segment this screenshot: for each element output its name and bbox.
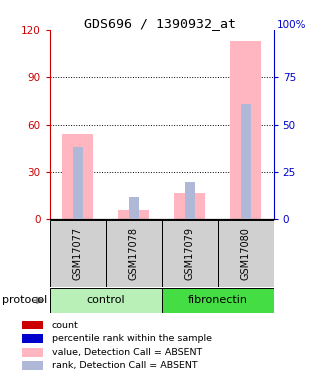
- Bar: [230, 41, 261, 219]
- Text: fibronectin: fibronectin: [188, 296, 248, 305]
- Bar: [162, 220, 218, 287]
- Text: GDS696 / 1390932_at: GDS696 / 1390932_at: [84, 17, 236, 30]
- Bar: [50, 288, 162, 313]
- Text: control: control: [86, 296, 125, 305]
- Bar: [174, 192, 205, 219]
- Text: GSM17077: GSM17077: [73, 227, 83, 280]
- Bar: [50, 220, 106, 287]
- Bar: [129, 196, 139, 219]
- Text: count: count: [52, 321, 78, 330]
- Text: GSM17079: GSM17079: [185, 227, 195, 280]
- Bar: [73, 147, 83, 219]
- Bar: [22, 362, 43, 370]
- Bar: [106, 220, 162, 287]
- Text: 100%: 100%: [277, 20, 306, 30]
- Bar: [162, 288, 274, 313]
- Bar: [62, 134, 93, 219]
- Bar: [241, 104, 251, 219]
- Bar: [22, 334, 43, 343]
- Text: percentile rank within the sample: percentile rank within the sample: [52, 334, 212, 343]
- Text: value, Detection Call = ABSENT: value, Detection Call = ABSENT: [52, 348, 202, 357]
- Bar: [218, 220, 274, 287]
- Text: rank, Detection Call = ABSENT: rank, Detection Call = ABSENT: [52, 362, 197, 370]
- Text: GSM17078: GSM17078: [129, 227, 139, 280]
- Bar: [118, 210, 149, 219]
- Bar: [22, 348, 43, 357]
- Bar: [22, 321, 43, 329]
- Bar: [185, 182, 195, 219]
- Text: protocol: protocol: [2, 296, 47, 305]
- Text: GSM17080: GSM17080: [241, 227, 251, 280]
